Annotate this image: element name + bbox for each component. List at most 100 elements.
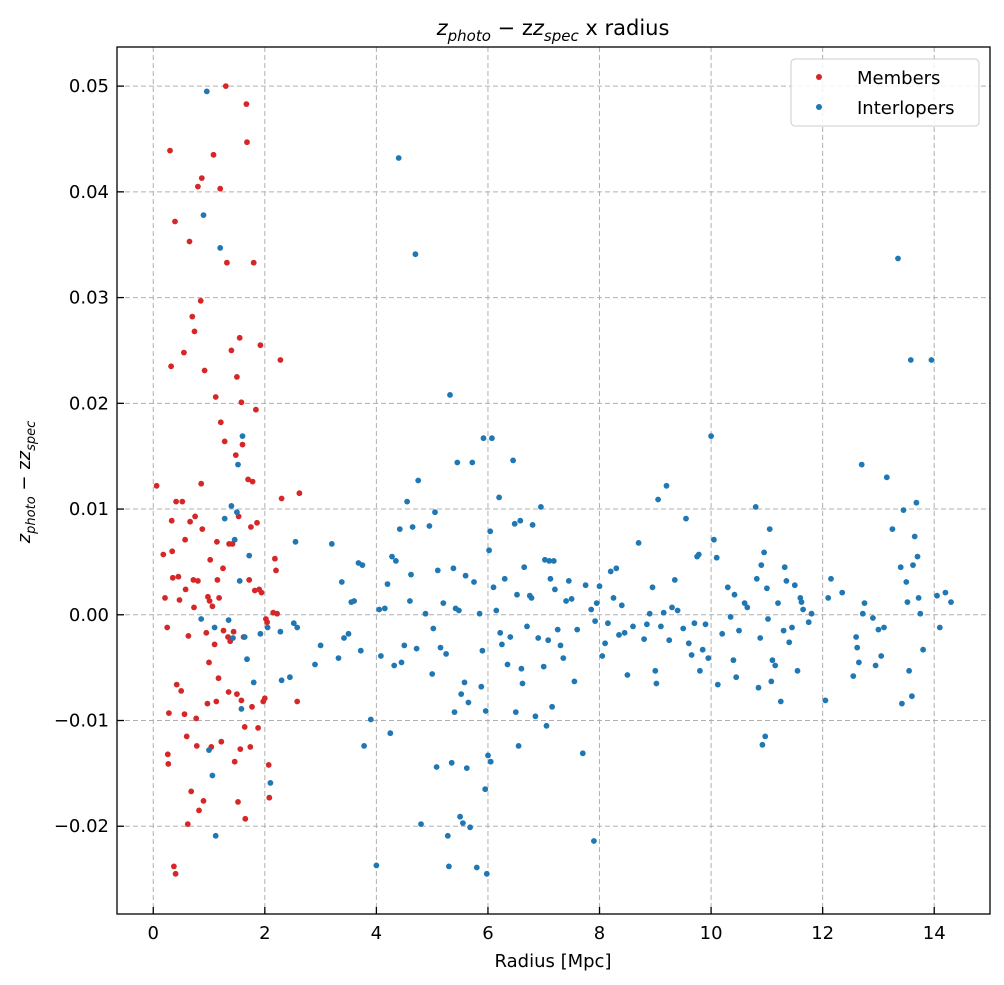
x-axis-ticks: 0 2 4 6 8 10 12 14 <box>148 907 946 944</box>
data-point-interlopers <box>387 730 394 737</box>
data-point-members <box>211 641 218 648</box>
data-point-interlopers <box>909 693 915 700</box>
data-point-interlopers <box>663 482 670 489</box>
y-tick-label: −0.02 <box>54 816 109 837</box>
data-point-interlopers <box>900 507 907 513</box>
data-point-members <box>243 101 250 107</box>
data-point-members <box>206 659 212 666</box>
y-tick-label: −0.01 <box>54 711 109 732</box>
data-point-interlopers <box>235 461 241 468</box>
data-point-interlopers <box>948 599 954 605</box>
data-point-interlopers <box>228 503 235 509</box>
data-point-interlopers <box>825 595 832 601</box>
data-point-interlopers <box>521 564 528 571</box>
data-point-interlopers <box>487 758 494 765</box>
data-point-interlopers <box>839 589 846 596</box>
data-point-members <box>190 577 197 583</box>
data-point-interlopers <box>378 653 384 659</box>
data-point-members <box>224 259 230 266</box>
data-point-interlopers <box>596 583 603 590</box>
data-point-interlopers <box>591 838 597 844</box>
data-point-interlopers <box>278 677 285 684</box>
y-tick-label: 0.00 <box>69 605 109 626</box>
data-point-interlopers <box>552 586 558 593</box>
data-point-interlopers <box>691 620 698 627</box>
data-point-interlopers <box>649 584 656 591</box>
data-point-members <box>168 363 175 370</box>
data-point-interlopers <box>731 591 738 598</box>
data-point-interlopers <box>822 697 829 704</box>
data-point-interlopers <box>376 606 383 613</box>
data-point-interlopers <box>499 641 505 648</box>
data-point-members <box>248 524 254 530</box>
data-point-interlopers <box>733 674 740 681</box>
data-point-interlopers <box>440 600 447 606</box>
data-point-interlopers <box>519 680 526 687</box>
data-point-interlopers <box>463 765 470 771</box>
data-point-interlopers <box>911 533 918 540</box>
y-tick-label: 0.01 <box>69 499 109 520</box>
data-point-interlopers <box>238 706 245 712</box>
data-point-members <box>218 738 225 745</box>
x-tick-label: 14 <box>923 923 946 944</box>
data-point-interlopers <box>680 625 687 632</box>
data-point-interlopers <box>480 435 487 442</box>
data-point-interlopers <box>875 626 882 633</box>
data-point-members <box>245 476 252 483</box>
data-point-interlopers <box>328 541 335 547</box>
data-point-members <box>238 399 245 406</box>
data-point-interlopers <box>209 772 216 779</box>
data-point-interlopers <box>465 699 472 706</box>
title-z-photo: z <box>436 16 449 40</box>
data-point-members <box>247 744 254 750</box>
data-point-interlopers <box>658 623 664 630</box>
y-tick-label: 0.04 <box>69 182 109 203</box>
y-tick-label: 0.03 <box>69 288 109 309</box>
data-point-interlopers <box>426 523 433 529</box>
series-members <box>153 83 303 877</box>
data-point-members <box>251 587 258 594</box>
data-point-interlopers <box>915 595 922 601</box>
title-tail: x radius <box>579 16 670 40</box>
data-point-interlopers <box>565 578 572 584</box>
data-point-interlopers <box>653 680 660 687</box>
data-point-interlopers <box>828 575 834 582</box>
data-point-members <box>176 597 183 603</box>
data-point-interlopers <box>870 615 876 621</box>
data-point-interlopers <box>458 691 465 697</box>
data-point-interlopers <box>588 606 595 613</box>
data-point-interlopers <box>396 526 403 532</box>
data-point-members <box>214 538 220 545</box>
legend-marker-members <box>816 74 822 80</box>
data-point-interlopers <box>460 820 466 826</box>
title-sub-photo: photo <box>447 27 491 45</box>
data-point-members <box>201 367 208 374</box>
data-point-interlopers <box>897 564 904 571</box>
data-point-interlopers <box>211 624 218 631</box>
data-point-interlopers <box>660 609 667 616</box>
title-z-spec: z <box>532 16 545 40</box>
data-point-members <box>253 406 259 413</box>
data-point-interlopers <box>409 524 416 530</box>
data-point-members <box>169 548 176 555</box>
data-point-interlopers <box>338 579 345 585</box>
data-point-interlopers <box>858 461 865 468</box>
grid-lines <box>117 47 990 914</box>
data-point-members <box>214 577 221 583</box>
data-point-interlopers <box>454 459 461 466</box>
data-point-members <box>181 349 187 356</box>
data-point-interlopers <box>493 607 500 614</box>
y-tick-label: 0.05 <box>69 76 109 97</box>
data-point-members <box>196 807 202 814</box>
y-axis-label: zphoto − zzspec <box>14 421 39 545</box>
data-point-members <box>168 517 175 524</box>
data-point-interlopers <box>389 553 395 560</box>
data-point-members <box>246 577 253 583</box>
data-point-interlopers <box>861 600 868 606</box>
data-point-interlopers <box>889 526 896 532</box>
data-point-interlopers <box>230 635 236 641</box>
data-point-members <box>272 555 278 562</box>
data-point-members <box>186 238 193 245</box>
data-point-interlopers <box>780 627 787 634</box>
data-point-interlopers <box>482 708 489 714</box>
